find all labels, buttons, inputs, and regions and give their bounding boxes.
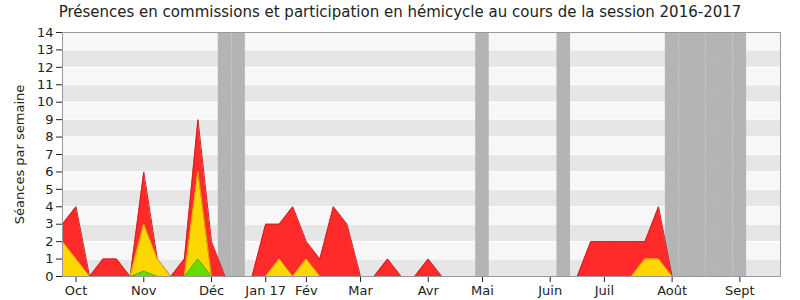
svg-text:Août: Août [657, 283, 687, 298]
svg-text:1: 1 [45, 251, 53, 266]
svg-text:10: 10 [37, 94, 54, 109]
svg-text:6: 6 [45, 164, 53, 179]
svg-text:Jan 17: Jan 17 [244, 283, 286, 298]
svg-text:4: 4 [45, 199, 53, 214]
svg-text:Avr: Avr [418, 283, 440, 298]
svg-text:5: 5 [45, 182, 53, 197]
svg-text:7: 7 [45, 147, 53, 162]
svg-text:3: 3 [45, 216, 53, 231]
svg-text:Mar: Mar [348, 283, 373, 298]
svg-text:12: 12 [37, 60, 54, 75]
svg-text:Nov: Nov [131, 283, 157, 298]
svg-text:8: 8 [45, 129, 53, 144]
svg-text:Déc: Déc [199, 283, 224, 298]
html-text:Présences en commissions et pa: Présences en commissions et participatio… [58, 3, 742, 21]
svg-text:11: 11 [37, 77, 54, 92]
svg-text:0: 0 [45, 269, 53, 284]
svg-text:13: 13 [37, 42, 54, 57]
svg-text:Mai: Mai [471, 283, 494, 298]
svg-text:2: 2 [45, 234, 53, 249]
svg-text:Oct: Oct [65, 283, 87, 298]
svg-text:Juin: Juin [537, 283, 562, 298]
svg-text:Sept: Sept [725, 283, 755, 298]
svg-text:14: 14 [37, 25, 54, 40]
svg-text:Séances par semaine: Séances par semaine [12, 85, 27, 224]
svg-text:9: 9 [45, 112, 53, 127]
svg-text:Juil: Juil [594, 283, 614, 298]
svg-text:Fév: Fév [295, 283, 318, 298]
